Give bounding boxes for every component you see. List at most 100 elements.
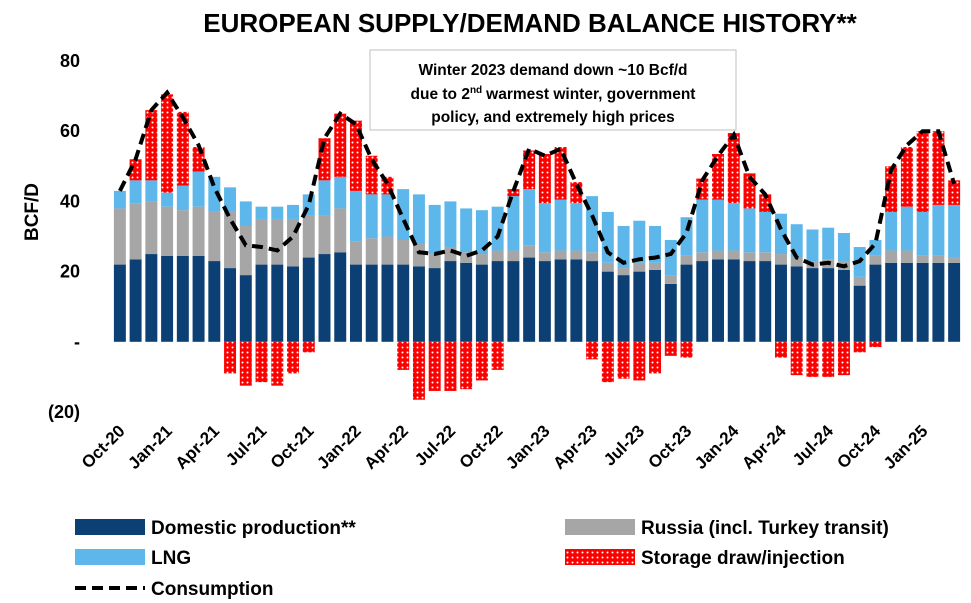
bar-segment xyxy=(664,283,677,342)
bar-segment xyxy=(664,275,677,284)
bar-segment xyxy=(649,269,662,342)
bar-segment xyxy=(759,252,772,262)
bar-segment xyxy=(775,213,787,255)
bar-segment xyxy=(287,204,299,219)
bar-segment xyxy=(837,269,850,342)
bar-segment xyxy=(271,264,284,342)
x-tick-label: Jan-24 xyxy=(691,421,743,473)
bar-segment xyxy=(885,262,898,342)
bar-segment xyxy=(822,227,835,260)
bar-segment xyxy=(853,341,866,353)
bar-segment xyxy=(932,262,945,342)
y-tick-label: 20 xyxy=(60,262,80,282)
bar-segment xyxy=(806,229,819,262)
bar-segment xyxy=(475,264,488,342)
bar-segment xyxy=(397,264,410,342)
bar-segment xyxy=(460,262,473,342)
bar-segment xyxy=(113,264,126,342)
bar-segment xyxy=(161,255,174,342)
bar-segment xyxy=(176,210,189,256)
bar-segment xyxy=(743,208,756,253)
bar-segment xyxy=(381,236,394,265)
bar-segment xyxy=(129,259,142,342)
legend-label: Storage draw/injection xyxy=(641,548,845,569)
bar-segment xyxy=(869,264,882,342)
bar-segment xyxy=(916,255,929,263)
consumption-line xyxy=(118,89,957,269)
bar-segment xyxy=(633,262,646,272)
x-tick-label: Jan-25 xyxy=(880,421,932,473)
bar-segment xyxy=(365,194,378,239)
bar-segment xyxy=(554,259,567,342)
legend-label: Domestic production** xyxy=(151,518,356,539)
x-tick-label: Jul-23 xyxy=(600,421,648,469)
legend-swatch xyxy=(75,519,145,535)
bar-segment xyxy=(633,271,646,342)
y-tick-label: 60 xyxy=(60,121,80,141)
bar-segment xyxy=(475,210,488,255)
bar-segment xyxy=(444,261,457,342)
bar-segment xyxy=(365,238,378,265)
bar-segment xyxy=(900,146,913,207)
bar-segment xyxy=(507,250,520,262)
bar-segment xyxy=(208,261,221,342)
bar-segment xyxy=(680,341,693,358)
bar-segment xyxy=(255,206,268,219)
bar-segment xyxy=(428,254,441,269)
x-tick-label: Jul-24 xyxy=(789,421,838,470)
x-tick-label: Oct-20 xyxy=(78,421,129,472)
bar-segment xyxy=(412,243,425,267)
bar-segment xyxy=(365,155,378,195)
x-tick-label: Apr-24 xyxy=(738,421,790,473)
bar-segment xyxy=(869,341,882,348)
bar-segment xyxy=(586,196,599,253)
bar-segment xyxy=(491,261,504,342)
bar-segment xyxy=(696,252,709,262)
annotation-line: due to 2nd warmest winter, government xyxy=(411,85,696,103)
bar-segment xyxy=(129,203,142,260)
bar-segment xyxy=(790,341,803,376)
bar-segment xyxy=(712,199,724,251)
bar-segment xyxy=(554,250,567,260)
x-tick-label: Apr-22 xyxy=(361,421,413,473)
bar-segment xyxy=(649,262,662,270)
x-tick-label: Jul-22 xyxy=(411,421,459,469)
bar-segment xyxy=(271,341,284,386)
bar-segment xyxy=(932,255,945,263)
bar-segment xyxy=(869,240,882,256)
bar-segment xyxy=(790,257,803,267)
bar-segment xyxy=(538,154,551,204)
bar-segment xyxy=(696,178,709,200)
bar-segment xyxy=(161,192,174,207)
bar-segment xyxy=(696,261,709,342)
bar-segment xyxy=(538,252,551,262)
bar-segment xyxy=(853,285,866,342)
bar-segment xyxy=(460,208,473,253)
bar-segment xyxy=(334,113,347,177)
bar-segment xyxy=(350,120,362,191)
bar-segment xyxy=(538,261,551,342)
bar-segment xyxy=(208,176,221,212)
legend-swatch xyxy=(565,519,635,535)
bar-segment xyxy=(239,201,252,226)
bar-segment xyxy=(664,240,677,276)
bar-segment xyxy=(617,341,630,379)
bar-segment xyxy=(570,250,583,260)
bar-segment xyxy=(775,254,787,265)
bar-segment xyxy=(428,204,441,255)
bar-segment xyxy=(523,257,536,342)
bar-segment xyxy=(649,341,662,374)
bar-segment xyxy=(491,341,504,370)
bar-segment xyxy=(900,250,913,263)
bar-segment xyxy=(507,261,520,342)
bar-segment xyxy=(570,182,583,204)
bar-segment xyxy=(570,203,583,251)
bar-segment xyxy=(790,224,803,258)
bar-segment xyxy=(885,211,898,251)
bar-segment xyxy=(129,180,142,204)
bar-segment xyxy=(381,176,394,195)
bar-segment xyxy=(491,206,504,251)
bar-segment xyxy=(617,225,630,269)
bar-segment xyxy=(176,185,189,211)
bar-segment xyxy=(161,206,174,256)
